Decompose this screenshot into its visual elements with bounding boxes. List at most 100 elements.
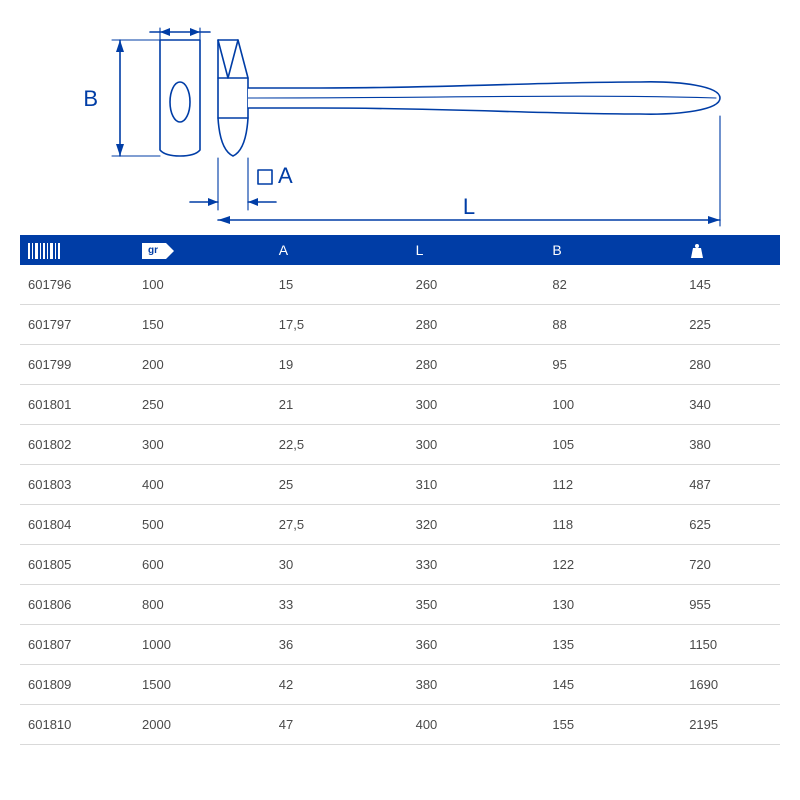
cell-mass: 280 — [681, 345, 780, 385]
table-row: 6018102000474001552195 — [20, 705, 780, 745]
barcode-icon — [28, 243, 62, 259]
spec-table-header-row: gr A L B — [20, 235, 780, 265]
cell-mass: 2195 — [681, 705, 780, 745]
cell-code: 601809 — [20, 665, 134, 705]
header-a: A — [271, 235, 408, 265]
cell-l: 380 — [408, 665, 545, 705]
table-row: 60180125021300100340 — [20, 385, 780, 425]
cell-a: 27,5 — [271, 505, 408, 545]
table-row: 6018091500423801451690 — [20, 665, 780, 705]
cell-weight: 1000 — [134, 625, 271, 665]
cell-weight: 300 — [134, 425, 271, 465]
cell-code: 601805 — [20, 545, 134, 585]
hammer-side — [218, 40, 720, 156]
cell-b: 130 — [544, 585, 681, 625]
cell-mass: 955 — [681, 585, 780, 625]
cell-mass: 225 — [681, 305, 780, 345]
table-row: 60180560030330122720 — [20, 545, 780, 585]
dimension-top-cap — [150, 28, 210, 40]
hammer-dimension-diagram: B A L — [20, 10, 780, 235]
header-mass — [681, 235, 780, 265]
cell-b: 155 — [544, 705, 681, 745]
gr-tag-icon: gr — [142, 243, 166, 259]
cell-mass: 1690 — [681, 665, 780, 705]
cell-l: 300 — [408, 385, 545, 425]
dimension-label-a: A — [278, 163, 293, 188]
table-row: 60180680033350130955 — [20, 585, 780, 625]
cell-b: 88 — [544, 305, 681, 345]
table-row: 6017961001526082145 — [20, 265, 780, 305]
cell-weight: 250 — [134, 385, 271, 425]
table-row: 60179715017,528088225 — [20, 305, 780, 345]
cell-b: 105 — [544, 425, 681, 465]
cell-b: 118 — [544, 505, 681, 545]
cell-b: 82 — [544, 265, 681, 305]
cell-code: 601804 — [20, 505, 134, 545]
cell-weight: 1500 — [134, 665, 271, 705]
cell-mass: 487 — [681, 465, 780, 505]
hammer-head-front — [160, 40, 200, 156]
dimension-l: L — [218, 116, 720, 226]
cell-a: 42 — [271, 665, 408, 705]
cell-weight: 400 — [134, 465, 271, 505]
cell-code: 601807 — [20, 625, 134, 665]
cell-a: 47 — [271, 705, 408, 745]
cell-a: 30 — [271, 545, 408, 585]
header-l: L — [408, 235, 545, 265]
dimension-label-l: L — [463, 194, 475, 219]
cell-code: 601801 — [20, 385, 134, 425]
cell-a: 21 — [271, 385, 408, 425]
cell-a: 36 — [271, 625, 408, 665]
cell-mass: 145 — [681, 265, 780, 305]
weight-icon — [689, 243, 705, 259]
cell-l: 400 — [408, 705, 545, 745]
dimension-a: A — [190, 158, 293, 210]
cell-code: 601797 — [20, 305, 134, 345]
cell-weight: 2000 — [134, 705, 271, 745]
cell-a: 15 — [271, 265, 408, 305]
cell-b: 122 — [544, 545, 681, 585]
cell-mass: 1150 — [681, 625, 780, 665]
cell-l: 350 — [408, 585, 545, 625]
cell-a: 19 — [271, 345, 408, 385]
spec-table-container: gr A L B — [20, 235, 780, 745]
cell-a: 22,5 — [271, 425, 408, 465]
cell-l: 280 — [408, 305, 545, 345]
cell-b: 100 — [544, 385, 681, 425]
cell-code: 601810 — [20, 705, 134, 745]
table-row: 60180230022,5300105380 — [20, 425, 780, 465]
cell-a: 17,5 — [271, 305, 408, 345]
dimension-b: B — [83, 40, 160, 156]
cell-code: 601799 — [20, 345, 134, 385]
header-code — [20, 235, 134, 265]
table-row: 60180450027,5320118625 — [20, 505, 780, 545]
cell-weight: 500 — [134, 505, 271, 545]
cell-weight: 200 — [134, 345, 271, 385]
dimension-label-b: B — [83, 86, 98, 111]
cell-mass: 340 — [681, 385, 780, 425]
cell-b: 112 — [544, 465, 681, 505]
spec-table-body: 601796100152608214560179715017,528088225… — [20, 265, 780, 745]
cell-l: 300 — [408, 425, 545, 465]
header-b: B — [544, 235, 681, 265]
cell-mass: 380 — [681, 425, 780, 465]
table-row: 6017992001928095280 — [20, 345, 780, 385]
cell-b: 95 — [544, 345, 681, 385]
gr-label: gr — [148, 245, 158, 256]
cell-l: 360 — [408, 625, 545, 665]
cell-code: 601803 — [20, 465, 134, 505]
table-row: 6018071000363601351150 — [20, 625, 780, 665]
cell-b: 135 — [544, 625, 681, 665]
cell-l: 310 — [408, 465, 545, 505]
cell-b: 145 — [544, 665, 681, 705]
cell-l: 260 — [408, 265, 545, 305]
cell-code: 601806 — [20, 585, 134, 625]
cell-weight: 600 — [134, 545, 271, 585]
cell-mass: 720 — [681, 545, 780, 585]
cell-a: 25 — [271, 465, 408, 505]
cell-mass: 625 — [681, 505, 780, 545]
cell-code: 601802 — [20, 425, 134, 465]
cell-weight: 800 — [134, 585, 271, 625]
cell-l: 330 — [408, 545, 545, 585]
header-weight: gr — [134, 235, 271, 265]
